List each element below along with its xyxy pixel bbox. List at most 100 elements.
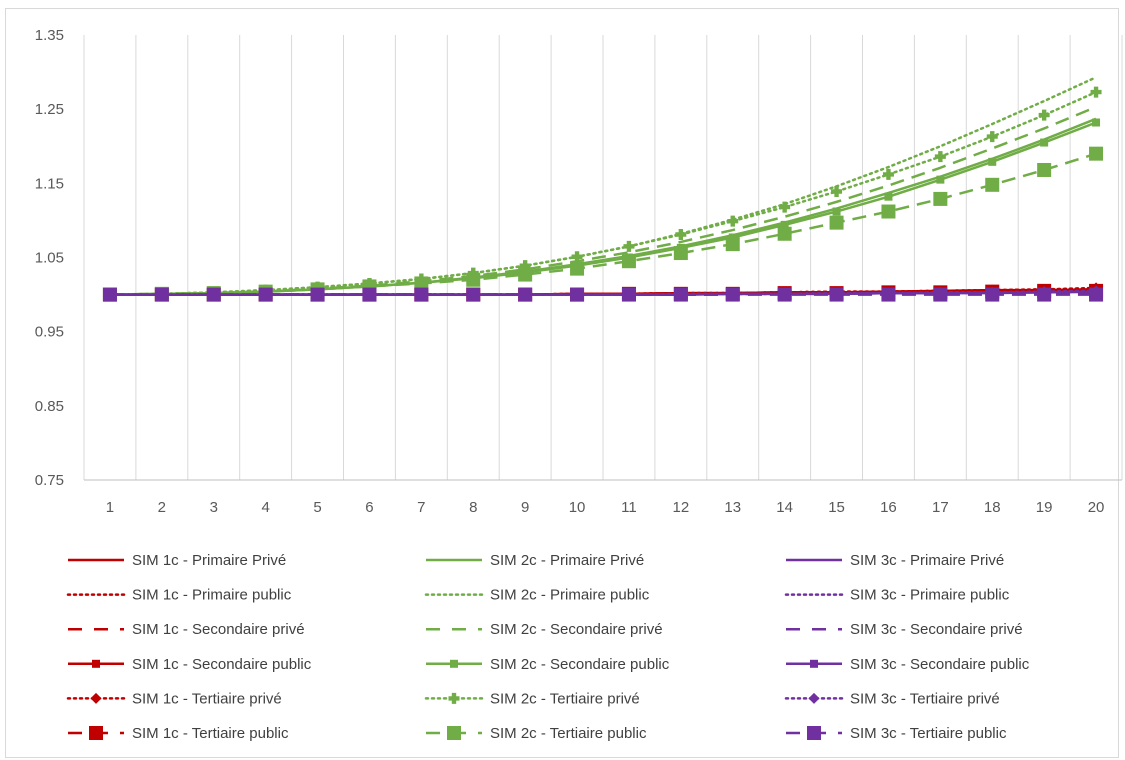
x-tick-label: 11 bbox=[621, 499, 637, 516]
data-point bbox=[986, 131, 998, 143]
x-tick-label: 16 bbox=[880, 499, 897, 516]
x-tick-label: 8 bbox=[469, 499, 477, 516]
data-point bbox=[92, 659, 100, 668]
legend-label: SIM 2c - Tertiaire privé bbox=[490, 690, 640, 707]
data-point bbox=[362, 287, 377, 302]
x-tick-label: 14 bbox=[776, 499, 793, 516]
x-tick-label: 4 bbox=[261, 499, 269, 516]
legend-item: SIM 1c - Primaire public bbox=[66, 587, 292, 604]
data-point bbox=[448, 692, 460, 704]
legend-item: SIM 3c - Secondaire public bbox=[786, 656, 1030, 673]
data-point bbox=[102, 287, 117, 302]
y-tick-label: 1.15 bbox=[35, 175, 64, 192]
legend-label: SIM 2c - Primaire Privé bbox=[490, 552, 644, 569]
data-point bbox=[1089, 146, 1104, 161]
x-tick-label: 5 bbox=[313, 499, 321, 516]
legend-item: SIM 1c - Tertiaire public bbox=[68, 725, 289, 742]
legend-label: SIM 1c - Secondaire privé bbox=[132, 621, 305, 638]
y-tick-label: 0.95 bbox=[35, 324, 64, 341]
legend-label: SIM 1c - Tertiaire public bbox=[132, 725, 289, 742]
data-point bbox=[90, 692, 102, 704]
legend-label: SIM 1c - Tertiaire privé bbox=[132, 690, 282, 707]
x-tick-label: 1 bbox=[106, 499, 114, 516]
y-tick-label: 1.05 bbox=[35, 250, 64, 267]
x-tick-label: 17 bbox=[932, 499, 949, 516]
legend-label: SIM 1c - Primaire Privé bbox=[132, 552, 286, 569]
data-point bbox=[1040, 138, 1049, 147]
x-tick-label: 10 bbox=[569, 499, 586, 516]
legend-label: SIM 1c - Secondaire public bbox=[132, 656, 312, 673]
data-point bbox=[1038, 109, 1050, 121]
legend-item: SIM 1c - Primaire Privé bbox=[68, 552, 286, 569]
data-point bbox=[779, 201, 791, 213]
series-line bbox=[109, 152, 1097, 296]
legend-label: SIM 2c - Secondaire privé bbox=[490, 621, 663, 638]
data-point bbox=[621, 287, 636, 302]
data-point bbox=[518, 267, 533, 282]
data-point bbox=[882, 168, 894, 180]
x-tick-label: 19 bbox=[1036, 499, 1053, 516]
legend-item: SIM 2c - Secondaire public bbox=[426, 656, 670, 673]
data-point bbox=[450, 659, 458, 668]
data-point bbox=[310, 287, 325, 302]
data-point bbox=[832, 207, 841, 216]
x-tick-label: 2 bbox=[158, 499, 166, 516]
data-point bbox=[810, 659, 818, 668]
data-point bbox=[673, 287, 688, 302]
data-point bbox=[780, 220, 789, 229]
data-point bbox=[988, 157, 997, 166]
data-point bbox=[466, 272, 481, 287]
y-tick-label: 0.75 bbox=[35, 472, 64, 489]
x-tick-label: 9 bbox=[521, 499, 529, 516]
data-point bbox=[1092, 118, 1101, 127]
legend-label: SIM 1c - Primaire public bbox=[132, 587, 292, 604]
data-point bbox=[258, 287, 273, 302]
data-point bbox=[623, 240, 635, 252]
data-point bbox=[1037, 287, 1052, 302]
data-point bbox=[831, 185, 843, 197]
series-sim-3c-tertiaire-public bbox=[102, 287, 1104, 302]
x-tick-label: 7 bbox=[417, 499, 425, 516]
legend-item: SIM 2c - Secondaire privé bbox=[426, 621, 663, 638]
legend-label: SIM 2c - Primaire public bbox=[490, 587, 650, 604]
legend: SIM 1c - Primaire Privé SIM 1c - Primaire… bbox=[66, 552, 1030, 742]
legend-label: SIM 2c - Secondaire public bbox=[490, 656, 670, 673]
data-point bbox=[673, 246, 688, 261]
data-point bbox=[571, 251, 583, 263]
x-tick-label: 20 bbox=[1088, 499, 1105, 516]
data-point bbox=[933, 287, 948, 302]
data-point bbox=[881, 204, 896, 219]
data-point bbox=[414, 276, 429, 291]
data-point bbox=[675, 229, 687, 241]
data-point bbox=[777, 226, 792, 241]
data-point bbox=[808, 692, 820, 704]
legend-label: SIM 3c - Tertiaire privé bbox=[850, 690, 1000, 707]
data-point bbox=[829, 215, 844, 230]
data-point bbox=[777, 287, 792, 302]
data-point bbox=[985, 287, 1000, 302]
data-point bbox=[933, 191, 948, 206]
x-tick-label: 18 bbox=[984, 499, 1001, 516]
data-point bbox=[154, 287, 169, 302]
data-point bbox=[1089, 287, 1104, 302]
data-point bbox=[447, 726, 461, 740]
gridlines bbox=[83, 35, 1123, 480]
data-point bbox=[725, 237, 740, 252]
data-point bbox=[829, 287, 844, 302]
data-point bbox=[725, 287, 740, 302]
legend-item: SIM 2c - Primaire public bbox=[424, 587, 650, 604]
x-tick-label: 13 bbox=[724, 499, 741, 516]
chart-frame bbox=[5, 8, 1119, 758]
data-point bbox=[570, 287, 585, 302]
data-point bbox=[414, 287, 429, 302]
legend-item: SIM 3c - Secondaire privé bbox=[786, 621, 1023, 638]
legend-item: SIM 3c - Tertiaire privé bbox=[784, 690, 1000, 707]
x-tick-label: 6 bbox=[365, 499, 373, 516]
legend-item: SIM 3c - Primaire Privé bbox=[786, 552, 1004, 569]
legend-label: SIM 3c - Secondaire public bbox=[850, 656, 1030, 673]
y-tick-label: 0.85 bbox=[35, 398, 64, 415]
data-point bbox=[727, 215, 739, 227]
x-tick-label: 15 bbox=[828, 499, 845, 516]
legend-label: SIM 2c - Tertiaire public bbox=[490, 725, 647, 742]
